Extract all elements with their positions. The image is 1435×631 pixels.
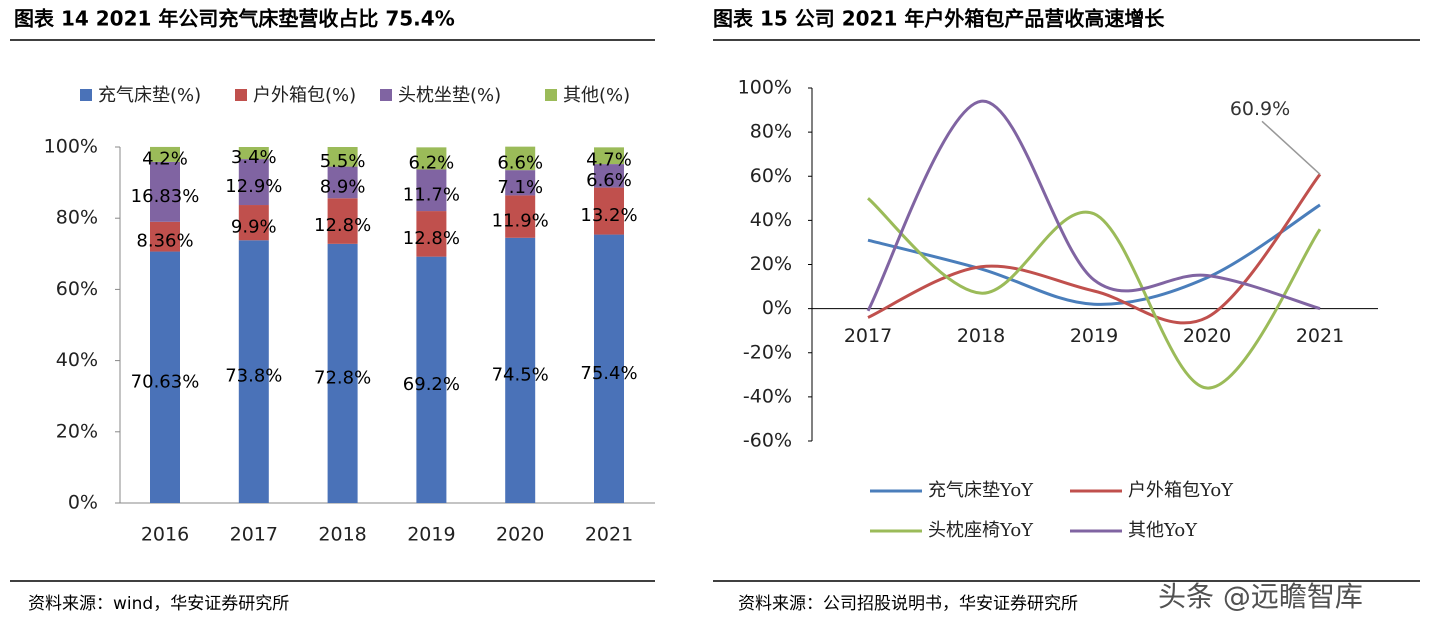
data-label: 13.2% <box>580 205 637 226</box>
y-tick-label: -20% <box>743 341 792 363</box>
data-label: 11.9% <box>492 211 549 232</box>
line-series <box>867 173 1322 325</box>
y-tick-label: 40% <box>750 209 792 231</box>
bar-segment <box>505 195 536 238</box>
legend-swatch <box>545 89 557 101</box>
y-tick-label: 60% <box>750 165 792 187</box>
legend-label: 户外箱包(%) <box>253 85 356 106</box>
bar-segment <box>238 147 269 160</box>
bar-segment <box>505 146 536 171</box>
data-label: 16.83% <box>131 186 200 207</box>
bar-segment <box>327 198 358 244</box>
data-label: 74.5% <box>492 364 549 385</box>
line-series <box>866 99 1321 312</box>
source: 资料来源：公司招股说明书，华安证券研究所 <box>738 594 1078 614</box>
data-label: 8.36% <box>136 231 193 252</box>
x-tick-label: 2021 <box>585 524 633 546</box>
y-tick-label: 20% <box>750 253 792 275</box>
y-tick-label: 100% <box>44 136 98 158</box>
data-label: 7.1% <box>497 177 543 198</box>
data-label: 3.4% <box>231 147 277 168</box>
x-tick-label: 2016 <box>141 524 189 546</box>
bar-segment <box>150 161 180 222</box>
legend-label: 户外箱包YoY <box>1128 480 1234 501</box>
data-label: 4.2% <box>142 148 188 169</box>
bar-segment <box>416 169 447 212</box>
bar-segment <box>150 221 180 252</box>
legend-swatch <box>380 89 392 101</box>
bar-segment <box>416 147 447 170</box>
bar-segment <box>505 170 536 196</box>
data-label: 60.9% <box>1230 98 1290 120</box>
data-label: 8.9% <box>320 176 366 197</box>
data-label: 12.8% <box>403 228 460 249</box>
data-label: 12.8% <box>314 215 371 236</box>
data-label: 70.63% <box>131 371 200 392</box>
bar-segment <box>594 164 624 188</box>
x-tick-label: 2021 <box>1296 325 1344 347</box>
line-series <box>867 203 1321 306</box>
x-tick-label: 2019 <box>407 524 455 546</box>
y-tick-label: 60% <box>56 278 98 300</box>
bar-segment <box>238 159 269 206</box>
data-label: 6.2% <box>409 152 455 173</box>
x-tick-label: 2018 <box>318 524 366 546</box>
bar-segment <box>594 187 624 235</box>
y-tick-label: 0% <box>68 492 98 514</box>
legend-label: 头枕坐垫(%) <box>398 85 501 106</box>
data-label: 9.9% <box>231 217 277 238</box>
bar-segment <box>594 147 624 165</box>
data-label: 12.9% <box>225 176 282 197</box>
legend-label: 头枕座椅YoY <box>928 520 1034 541</box>
watermark: 头条 @远瞻智库 <box>1158 580 1363 613</box>
legend-swatch <box>235 89 247 101</box>
bar-segment <box>416 211 447 257</box>
legend-swatch <box>80 89 92 101</box>
data-label: 6.6% <box>586 170 632 191</box>
bar-segment <box>327 166 358 199</box>
x-tick-label: 2018 <box>957 325 1005 347</box>
legend-label: 充气床垫YoY <box>928 480 1034 501</box>
x-tick-label: 2020 <box>496 524 544 546</box>
data-label: 4.7% <box>586 150 632 171</box>
annotation-leader <box>1261 120 1321 175</box>
bar-segment <box>416 256 447 503</box>
data-label: 11.7% <box>403 184 460 205</box>
chart-title: 图表 14 2021 年公司充气床垫营收占比 75.4% <box>14 7 455 31</box>
x-tick-label: 2020 <box>1183 325 1231 347</box>
bar-segment <box>594 234 624 504</box>
legend-label: 其他(%) <box>563 85 630 106</box>
data-label: 6.6% <box>497 152 543 173</box>
y-tick-label: -60% <box>743 430 792 452</box>
x-tick-label: 2019 <box>1070 325 1118 347</box>
bar-segment <box>238 205 269 241</box>
y-tick-label: -40% <box>743 385 792 407</box>
y-tick-label: 100% <box>738 77 792 99</box>
x-tick-label: 2017 <box>844 325 892 347</box>
legend-label: 充气床垫(%) <box>98 85 201 106</box>
bar-segment <box>327 243 358 503</box>
bar-segment <box>238 240 269 503</box>
y-tick-label: 20% <box>56 420 98 442</box>
y-tick-label: 40% <box>56 349 98 371</box>
y-tick-label: 80% <box>750 121 792 143</box>
bar-segment <box>327 147 358 167</box>
data-label: 75.4% <box>580 363 637 384</box>
chart-title: 图表 15 公司 2021 年户外箱包产品营收高速增长 <box>713 7 1165 31</box>
bar-segment <box>150 146 180 162</box>
y-tick-label: 0% <box>762 297 792 319</box>
legend-label: 其他YoY <box>1128 520 1198 541</box>
source: 资料来源：wind，华安证券研究所 <box>28 594 289 614</box>
data-label: 5.5% <box>320 151 366 172</box>
data-label: 73.8% <box>225 366 282 387</box>
bar-segment <box>505 237 536 503</box>
bar-segment <box>150 251 180 503</box>
y-tick-label: 80% <box>56 207 98 229</box>
data-label: 72.8% <box>314 367 371 388</box>
x-tick-label: 2017 <box>230 524 278 546</box>
line-series <box>867 197 1322 390</box>
data-label: 69.2% <box>403 374 460 395</box>
